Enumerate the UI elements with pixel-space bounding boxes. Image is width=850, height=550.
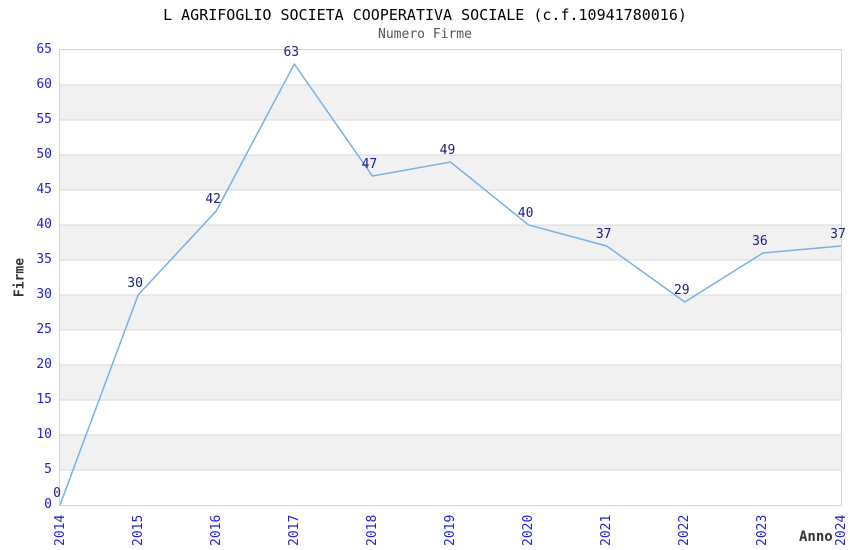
data-point-label: 47 [361,157,378,172]
x-tick-label: 2024 [833,514,849,546]
data-point-label: 29 [673,283,690,298]
data-point-label: 37 [595,227,612,242]
data-point-label: 37 [830,227,846,242]
y-tick-label: 10 [36,427,52,442]
y-tick-label: 35 [36,252,52,267]
chart-title: L AGRIFOGLIO SOCIETA COOPERATIVA SOCIALE… [163,6,687,24]
x-tick-label: 2015 [130,514,146,546]
y-tick-label: 50 [36,147,52,162]
y-axis-title: Firme [12,257,28,298]
data-point-label: 0 [53,486,61,501]
chart-subtitle: Numero Firme [378,27,472,42]
data-point-label: 42 [205,192,222,207]
y-tick-label: 45 [36,182,52,197]
y-tick-label: 65 [36,42,52,57]
line-chart-svg [60,62,841,505]
data-point-label: 40 [517,206,534,221]
y-tick-label: 25 [36,322,52,337]
y-tick-label: 5 [44,462,52,477]
x-tick-label: 2019 [443,514,458,546]
y-tick-label: 20 [36,357,52,372]
plot-area [59,49,842,506]
x-tick-label: 2020 [521,514,537,546]
x-tick-label: 2023 [755,514,771,546]
data-point-label: 63 [283,45,300,60]
x-tick-label: 2014 [52,514,68,546]
y-tick-label: 40 [36,217,52,232]
data-point-label: 30 [127,276,143,291]
y-tick-label: 55 [36,112,52,127]
data-point-label: 36 [752,234,768,249]
x-tick-label: 2021 [599,514,615,546]
x-tick-label: 2017 [286,514,302,546]
y-tick-label: 30 [36,287,52,302]
x-axis-title: Anno [799,529,833,545]
x-tick-label: 2022 [677,514,693,546]
y-tick-label: 60 [36,77,52,92]
x-tick-label: 2016 [208,514,224,546]
y-tick-label: 0 [44,497,52,512]
y-tick-label: 15 [36,392,52,407]
data-point-label: 49 [439,143,456,158]
x-tick-label: 2018 [364,514,380,546]
series-line [60,62,841,505]
